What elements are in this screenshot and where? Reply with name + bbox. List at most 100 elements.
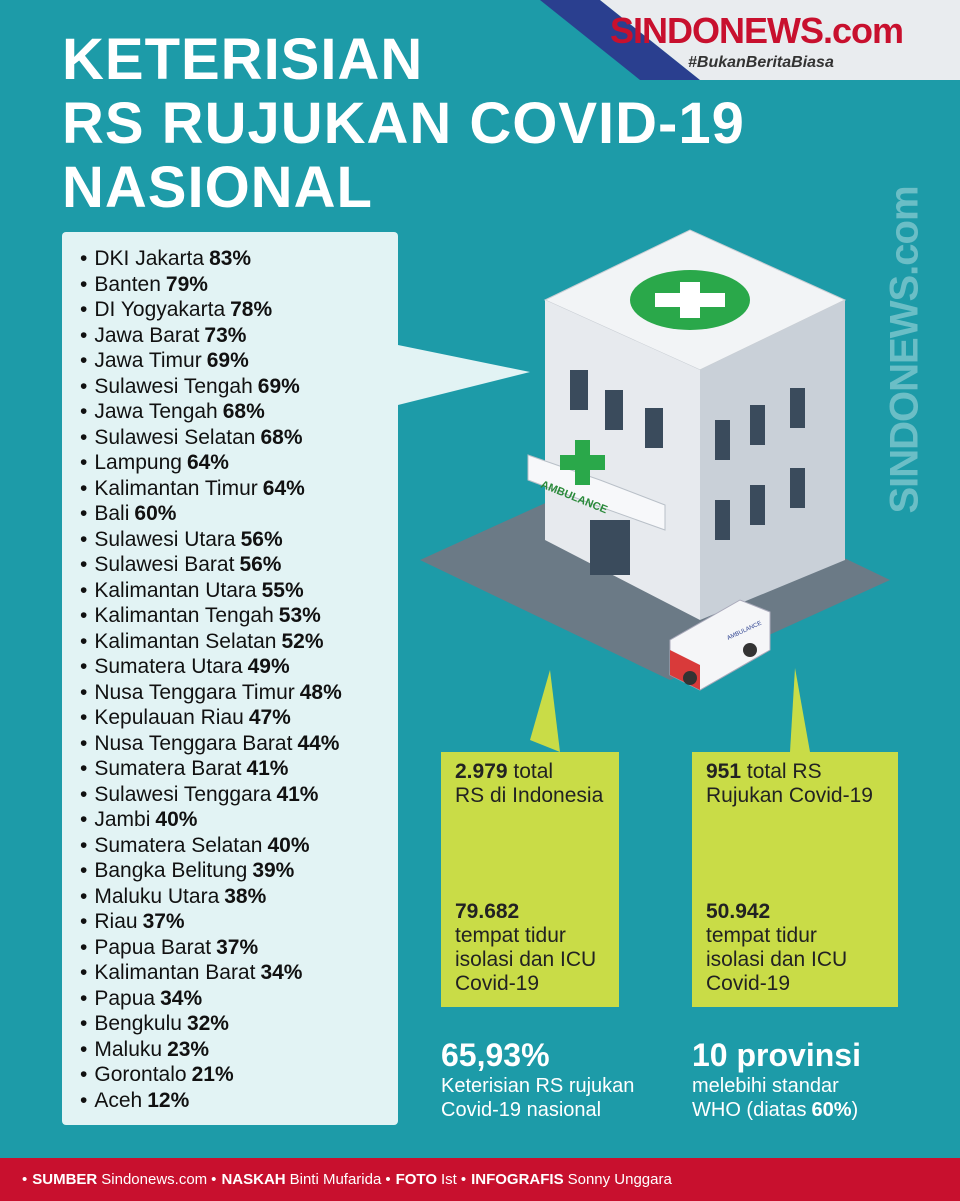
callout <box>790 668 810 752</box>
stat-box: 951 total RS Rujukan Covid-19 50.942 tempa… <box>692 752 898 1007</box>
province-pct: 21% <box>191 1063 234 1086</box>
province-name: Aceh <box>94 1088 143 1112</box>
stat-text: melebihi standar <box>692 1075 839 1097</box>
province-name: DKI Jakarta <box>94 247 205 270</box>
province-pct: 55% <box>261 578 304 602</box>
province-name: Banten <box>94 272 161 296</box>
door <box>590 520 630 575</box>
credit-label: SUMBER <box>32 1171 98 1188</box>
province-pct: 32% <box>186 1012 229 1035</box>
province-pct: 56% <box>240 527 283 551</box>
province-name: Bengkulu <box>94 1012 182 1035</box>
province-name: Jawa Tengah <box>94 400 218 423</box>
province-pct: 69% <box>257 374 300 398</box>
province-name: Kalimantan Timur <box>94 476 258 500</box>
province-name: Kalimantan Barat <box>94 961 256 984</box>
province-pct: 39% <box>252 859 295 882</box>
province-pct: 68% <box>222 400 265 423</box>
province-name: Nusa Tenggara Barat <box>94 731 293 755</box>
text: isolasi dan ICU <box>455 948 597 971</box>
province-pct: 73% <box>204 323 247 347</box>
province-pct: 69% <box>206 349 249 372</box>
province-pct: 38% <box>224 884 267 908</box>
province-pct: 40% <box>267 833 310 857</box>
province-pct: 41% <box>276 782 319 806</box>
province-pct: 78% <box>230 298 273 321</box>
province-pct: 48% <box>299 680 342 704</box>
province-pct: 23% <box>167 1037 210 1061</box>
stat-value: 65,93% <box>441 1037 550 1073</box>
province-name: Bali <box>94 502 130 525</box>
province-name: Maluku <box>94 1037 163 1061</box>
province-pct: 37% <box>142 910 185 933</box>
title-line: RS RUJUKAN COVID-19 <box>62 91 745 156</box>
province-pct: 56% <box>239 553 282 576</box>
province-name: Jawa Barat <box>94 323 200 347</box>
province-name: Kepulauan Riau <box>94 706 244 729</box>
cross <box>560 440 605 485</box>
cross <box>655 282 725 318</box>
province-name: Sulawesi Tengah <box>94 374 253 398</box>
province-pct: 44% <box>297 731 340 755</box>
text: Rujukan Covid-19 <box>706 784 873 807</box>
brand-panel <box>600 0 960 80</box>
province-name: Jambi <box>94 808 151 831</box>
province-pct: 79% <box>165 272 208 296</box>
credit-value: Binti Mufarida <box>289 1171 382 1188</box>
text: RS di Indonesia <box>455 784 604 807</box>
brand-name: SINDONEWS.com <box>610 10 904 51</box>
province-pct: 37% <box>216 935 259 959</box>
stat-value: 10 provinsi <box>692 1037 861 1073</box>
credit-label: NASKAH <box>221 1171 286 1188</box>
province-pct: 34% <box>260 961 303 984</box>
province-name: Sulawesi Selatan <box>94 425 256 449</box>
callout <box>530 670 560 752</box>
canopy <box>527 454 666 531</box>
province-name: Bangka Belitung <box>94 859 248 882</box>
province-name: Lampung <box>94 451 182 474</box>
windows <box>570 370 805 540</box>
province-pct: 41% <box>246 757 289 780</box>
text: total <box>513 760 554 783</box>
province-pct: 34% <box>160 986 203 1010</box>
credit-label: INFOGRAFIS <box>471 1171 564 1188</box>
province-pct: 52% <box>281 629 324 653</box>
province-pct: 53% <box>278 604 321 627</box>
province-name: Sumatera Barat <box>94 757 242 780</box>
province-name: Gorontalo <box>94 1063 187 1086</box>
stat: 10 provinsi melebihi standar WHO (diatas… <box>692 1036 861 1122</box>
province-pct: 49% <box>247 655 290 678</box>
province-name: Maluku Utara <box>94 884 220 908</box>
province-pct: 64% <box>262 476 305 500</box>
number: 951 <box>706 760 742 783</box>
province-pct: 60% <box>134 502 177 525</box>
title-line: KETERISIAN <box>62 27 424 92</box>
province-pct: 68% <box>260 425 303 449</box>
